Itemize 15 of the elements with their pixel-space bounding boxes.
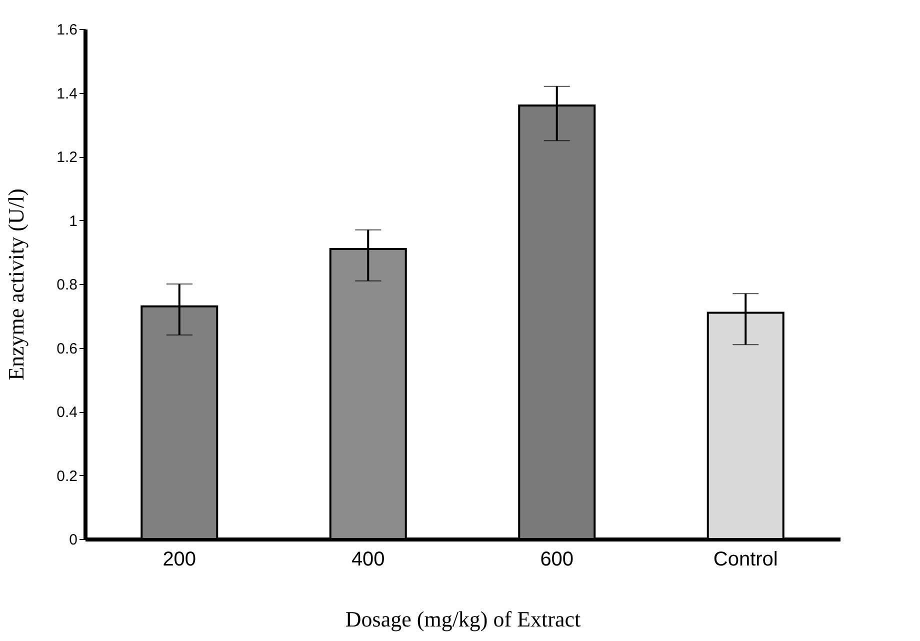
x-axis-title: Dosage (mg/kg) of Extract (345, 606, 581, 632)
y-tick-label: 1.6 (56, 22, 78, 38)
y-tick-label: 0 (69, 532, 78, 548)
y-tick-label: 0.6 (56, 340, 78, 358)
x-tick-label: 600 (540, 548, 574, 570)
y-tick-label: 1 (69, 212, 78, 230)
y-tick-label: 0.8 (56, 276, 78, 294)
y-axis-title: Enzyme activity (U/l) (4, 188, 29, 380)
y-tick-label: 0.2 (56, 468, 78, 485)
y-tick-label: 1.4 (56, 85, 78, 102)
y-tick-label: 1.2 (56, 149, 78, 166)
x-tick-label: Control (713, 548, 778, 570)
y-tick-label: 0.4 (56, 404, 78, 421)
x-tick-label: 200 (162, 548, 196, 570)
x-tick-label: 400 (351, 548, 385, 570)
